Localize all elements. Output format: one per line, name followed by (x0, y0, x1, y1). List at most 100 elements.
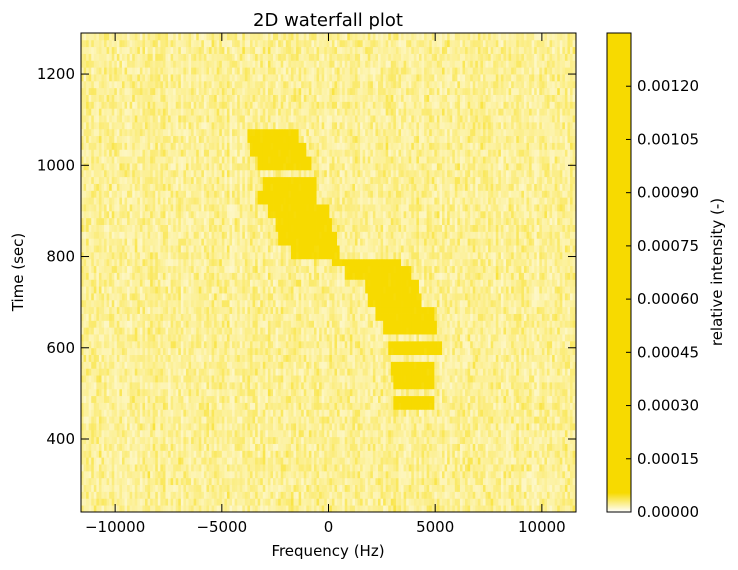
heatmap-cell (564, 368, 568, 376)
heatmap-cell (296, 416, 300, 424)
heatmap-cell (211, 347, 215, 356)
heatmap-cell (252, 375, 256, 383)
heatmap-cell (98, 464, 102, 472)
heatmap-cell (357, 354, 361, 362)
heatmap-cell (265, 388, 269, 397)
heatmap-cell (411, 409, 415, 417)
heatmap-cell (424, 457, 428, 465)
heatmap-cell (303, 340, 307, 349)
heatmap-cell (83, 361, 87, 369)
heatmap-cell (147, 402, 151, 410)
heatmap-cell (237, 505, 241, 512)
heatmap-cell (557, 395, 561, 403)
heatmap-cell (434, 395, 438, 403)
heatmap-cell (308, 354, 312, 362)
heatmap-cell (285, 450, 289, 458)
heatmap-cell (390, 464, 394, 472)
heatmap-cell (493, 498, 497, 506)
heatmap-cell (447, 470, 451, 479)
heatmap-cell (421, 423, 425, 431)
heatmap-cell (552, 423, 556, 431)
heatmap-cell (331, 443, 335, 451)
heatmap-cell (224, 354, 228, 362)
heatmap-cell (518, 491, 522, 499)
heatmap-cell (242, 423, 246, 431)
heatmap-cell (424, 477, 428, 486)
heatmap-cell (116, 450, 120, 458)
heatmap-cell (178, 388, 182, 397)
heatmap-cell (114, 470, 118, 479)
heatmap-cell (454, 484, 458, 492)
heatmap-cell (424, 409, 428, 417)
heatmap-cell (152, 361, 156, 369)
heatmap-cell (383, 443, 387, 451)
heatmap-cell (226, 477, 230, 486)
heatmap-cell (93, 381, 97, 390)
heatmap-cell (157, 443, 161, 451)
heatmap-cell (488, 347, 492, 356)
heatmap-cell (411, 375, 415, 383)
heatmap-cell (150, 347, 154, 356)
heatmap-cell (298, 375, 302, 383)
heatmap-cell (557, 505, 561, 512)
heatmap-cell (303, 381, 307, 390)
heatmap-cell (242, 402, 246, 410)
heatmap-cell (278, 491, 282, 499)
heatmap-cell (470, 395, 474, 403)
heatmap-cell (114, 416, 118, 424)
heatmap-cell (244, 395, 248, 403)
heatmap-cell (477, 388, 481, 397)
heatmap-cell (229, 450, 233, 458)
heatmap-cell (324, 409, 328, 417)
heatmap-cell (311, 505, 315, 512)
heatmap-cell (252, 354, 256, 362)
heatmap-cell (523, 477, 527, 486)
heatmap-cell (331, 395, 335, 403)
heatmap-cell (436, 505, 440, 512)
heatmap-cell (390, 470, 394, 479)
heatmap-cell (275, 409, 279, 417)
heatmap-cell (147, 470, 151, 479)
heatmap-cell (493, 340, 497, 349)
heatmap-cell (554, 464, 558, 472)
heatmap-cell (81, 368, 84, 376)
heatmap-cell (86, 375, 90, 383)
heatmap-cell (398, 470, 402, 479)
heatmap-cell (418, 450, 422, 458)
heatmap-cell (137, 347, 141, 356)
heatmap-cell (285, 368, 289, 376)
heatmap-cell (324, 334, 328, 342)
heatmap-cell (408, 334, 412, 342)
heatmap-cell (239, 409, 243, 417)
heatmap-cell (475, 381, 479, 390)
heatmap-cell (321, 347, 325, 356)
heatmap-cell (242, 477, 246, 486)
heatmap-cell (431, 368, 435, 376)
heatmap-cell (421, 354, 425, 362)
heatmap-cell (147, 334, 151, 342)
heatmap-cell (275, 354, 279, 362)
heatmap-cell (495, 491, 499, 499)
heatmap-cell (119, 436, 123, 444)
heatmap-cell (278, 429, 282, 438)
heatmap-cell (477, 484, 481, 492)
heatmap-cell (150, 361, 154, 369)
heatmap-cell (403, 498, 407, 506)
heatmap-cell (447, 423, 451, 431)
heatmap-cell (442, 402, 445, 410)
heatmap-cell (457, 395, 461, 403)
heatmap-cell (255, 491, 259, 499)
heatmap-cell (206, 436, 210, 444)
heatmap-cell (500, 388, 504, 397)
heatmap-cell (344, 402, 348, 410)
heatmap-cell (247, 464, 251, 472)
heatmap-cell (488, 457, 492, 465)
heatmap-cell (239, 423, 243, 431)
heatmap-cell (337, 423, 340, 431)
heatmap-cell (160, 416, 164, 424)
heatmap-cell (234, 505, 238, 512)
heatmap-cell (262, 443, 266, 451)
heatmap-cell (534, 381, 538, 390)
heatmap-cell (114, 381, 118, 390)
heatmap-cell (255, 340, 259, 349)
